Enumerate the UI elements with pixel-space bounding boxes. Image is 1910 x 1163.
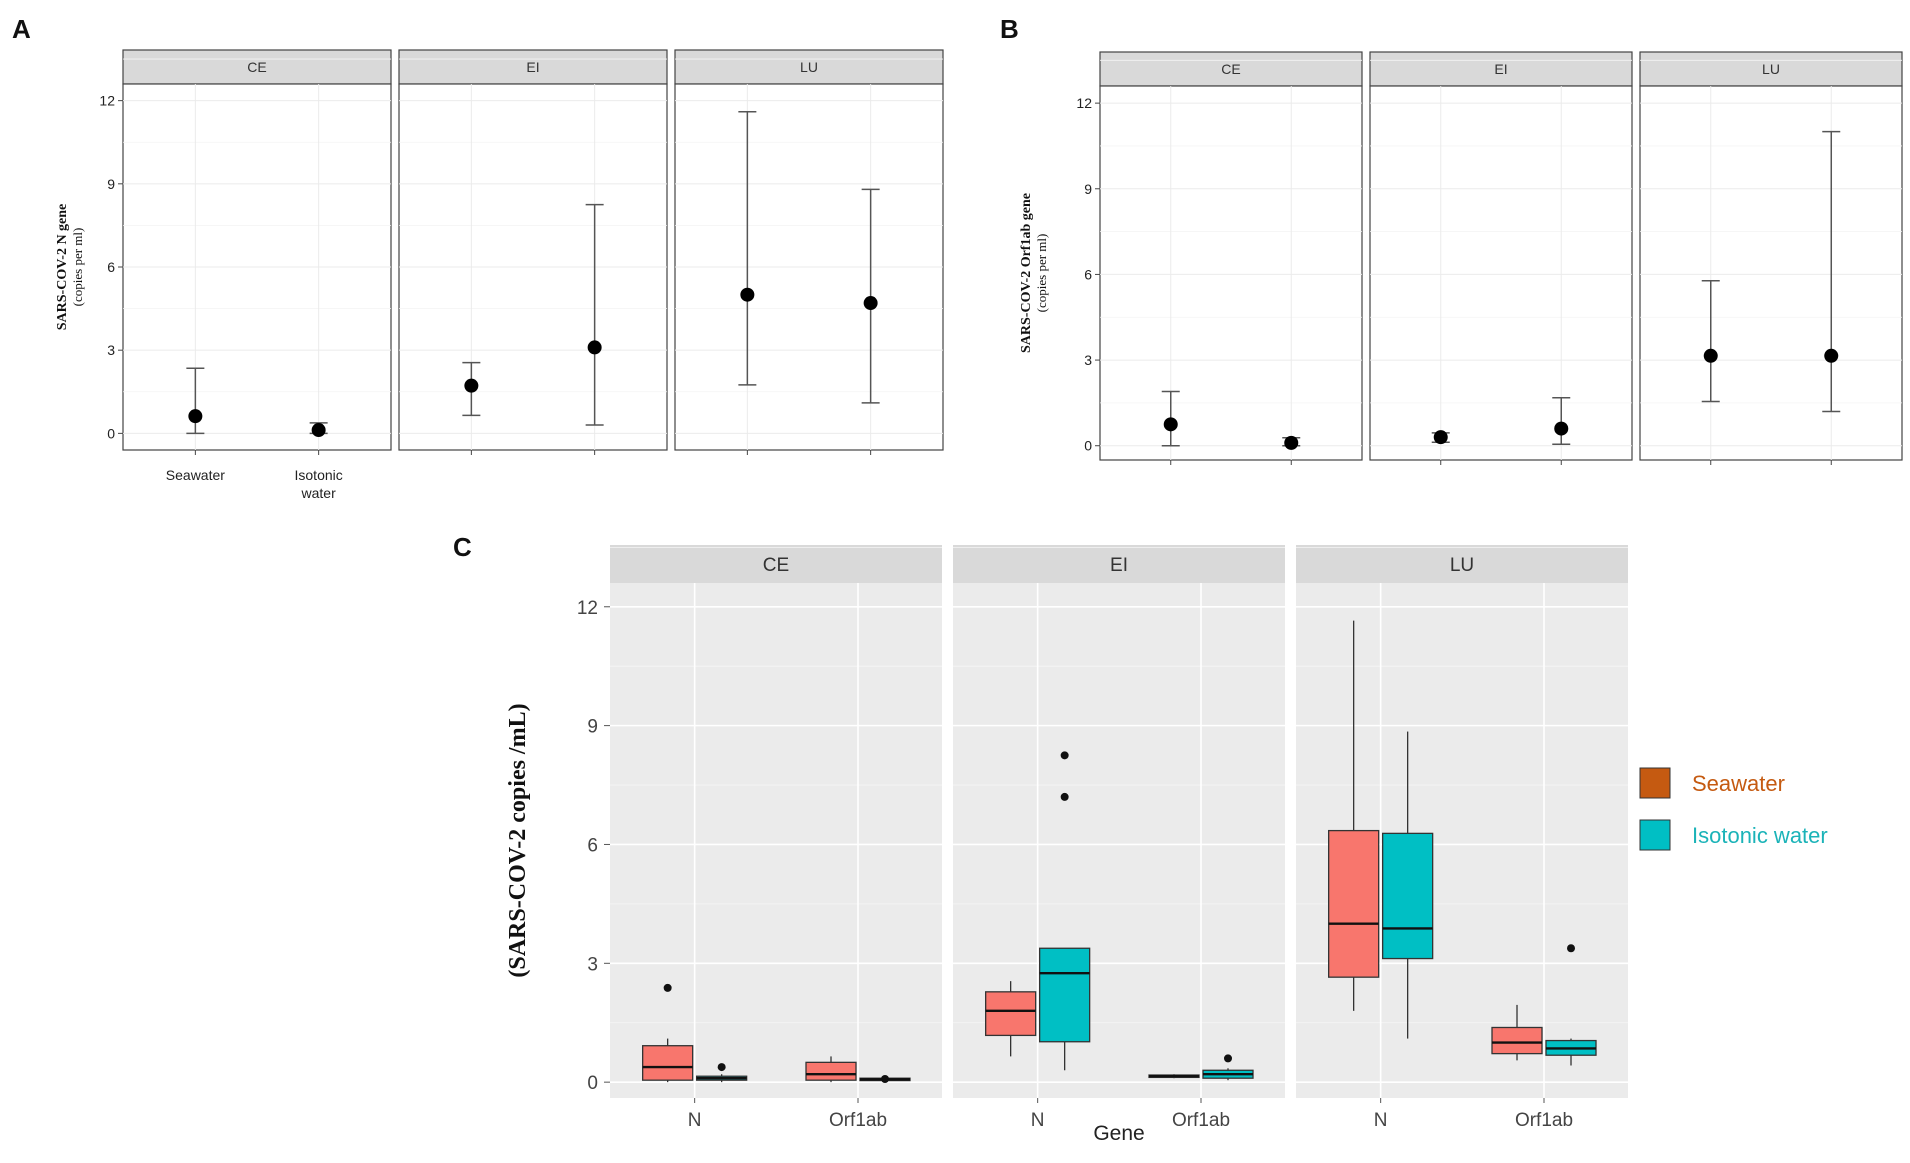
y-tick-label: 9	[107, 176, 115, 192]
y-axis-subtitle: (copies per ml)	[1034, 234, 1049, 313]
y-tick-label: 9	[1084, 181, 1092, 197]
mean-point	[1704, 349, 1718, 363]
y-tick-label: 12	[577, 598, 598, 619]
outlier-point	[664, 984, 672, 992]
x-tick-label: Orf1ab	[829, 1110, 887, 1131]
x-tick-label: N	[688, 1110, 702, 1131]
facet-strip-label: CE	[763, 555, 789, 576]
y-tick-label: 0	[587, 1073, 598, 1094]
facet-panel	[610, 583, 942, 1098]
mean-point	[1824, 349, 1838, 363]
y-tick-label: 3	[587, 954, 598, 975]
y-tick-label: 9	[587, 717, 598, 738]
y-axis-subtitle: (copies per ml)	[70, 228, 85, 307]
outlier-point	[1567, 944, 1575, 952]
facet-strip-label: CE	[247, 59, 266, 75]
mean-point	[312, 423, 326, 437]
mean-point	[1164, 417, 1178, 431]
facet-strip-label: LU	[1762, 61, 1780, 77]
y-tick-label: 3	[107, 342, 115, 358]
mean-point	[188, 409, 202, 423]
y-tick-label: 6	[1084, 266, 1092, 282]
outlier-point	[718, 1063, 726, 1071]
mean-point	[1434, 430, 1448, 444]
x-tick-label: Orf1ab	[1172, 1110, 1230, 1131]
x-tick-label: Orf1ab	[1515, 1110, 1573, 1131]
legend-swatch-isotonic	[1640, 820, 1670, 850]
box-body	[1040, 948, 1090, 1041]
mean-point	[1554, 422, 1568, 436]
outlier-point	[1061, 793, 1069, 801]
legend-swatch-seawater	[1640, 768, 1670, 798]
facet-panel	[1640, 86, 1902, 460]
mean-point	[464, 379, 478, 393]
box-body	[643, 1046, 693, 1080]
y-axis-title: SARS-COV-2 N gene	[55, 204, 70, 331]
y-tick-label: 0	[107, 425, 115, 441]
box-body	[1492, 1027, 1542, 1053]
legend-label-seawater: Seawater	[1692, 771, 1785, 796]
mean-point	[1284, 436, 1298, 450]
mean-point	[588, 340, 602, 354]
panel-label-a: A	[12, 14, 31, 44]
box-body	[986, 992, 1036, 1036]
y-axis-title: SARS-COV-2 Orf1ab gene	[1019, 193, 1034, 353]
mean-point	[740, 288, 754, 302]
facet-strip-label: LU	[1450, 555, 1474, 576]
facet-strip-label: CE	[1221, 61, 1240, 77]
panel-a-errorbar-chart: CE EI LU 0 3 6 9 12 SARS-COV-2 N gene (copies per…	[55, 50, 943, 501]
outlier-point	[1061, 751, 1069, 759]
panel-label-c: C	[453, 532, 472, 562]
x-axis-title: Gene	[1093, 1122, 1144, 1145]
y-tick-label: 0	[1084, 438, 1092, 454]
x-tick-label: Isotonic	[295, 467, 343, 483]
facet-strip-label: EI	[1110, 555, 1128, 576]
facet-panel	[1100, 86, 1362, 460]
panel-label-b: B	[1000, 14, 1019, 44]
y-axis-title: (SARS-COV-2 copies /mL)	[505, 703, 531, 977]
figure-canvas: A B C CE EI LU036912SARS-COV-2 N gene (copi…	[0, 0, 1910, 1163]
mean-point	[864, 296, 878, 310]
legend: Seawater Isotonic water	[1640, 768, 1828, 850]
outlier-point	[881, 1075, 889, 1083]
box-body	[1383, 833, 1433, 958]
legend-label-isotonic: Isotonic water	[1692, 823, 1828, 848]
y-tick-label: 6	[587, 835, 598, 856]
facet-strip-label: EI	[526, 59, 539, 75]
y-tick-label: 12	[1076, 95, 1092, 111]
facet-strip-label: EI	[1494, 61, 1507, 77]
facet-strip-label: LU	[800, 59, 818, 75]
facet-panel	[1370, 86, 1632, 460]
box-body	[1329, 831, 1379, 978]
y-tick-label: 6	[107, 259, 115, 275]
y-tick-label: 3	[1084, 352, 1092, 368]
x-tick-label: N	[1031, 1110, 1045, 1131]
x-tick-label: N	[1374, 1110, 1388, 1131]
panel-c-boxplot-chart: CE N Orf1ab EI N Orf1ab LU N Orf1ab 0 3 6 9 12 (SARS-C…	[505, 545, 1828, 1145]
box-body	[806, 1062, 856, 1080]
x-tick-label: water	[301, 485, 337, 501]
y-tick-label: 12	[99, 93, 115, 109]
outlier-point	[1224, 1054, 1232, 1062]
panel-b-errorbar-chart: CE EI LU 0 3 6 9 12 SARS-COV-2 Orf1ab gene (copie…	[1019, 52, 1902, 465]
x-tick-label: Seawater	[166, 467, 225, 483]
